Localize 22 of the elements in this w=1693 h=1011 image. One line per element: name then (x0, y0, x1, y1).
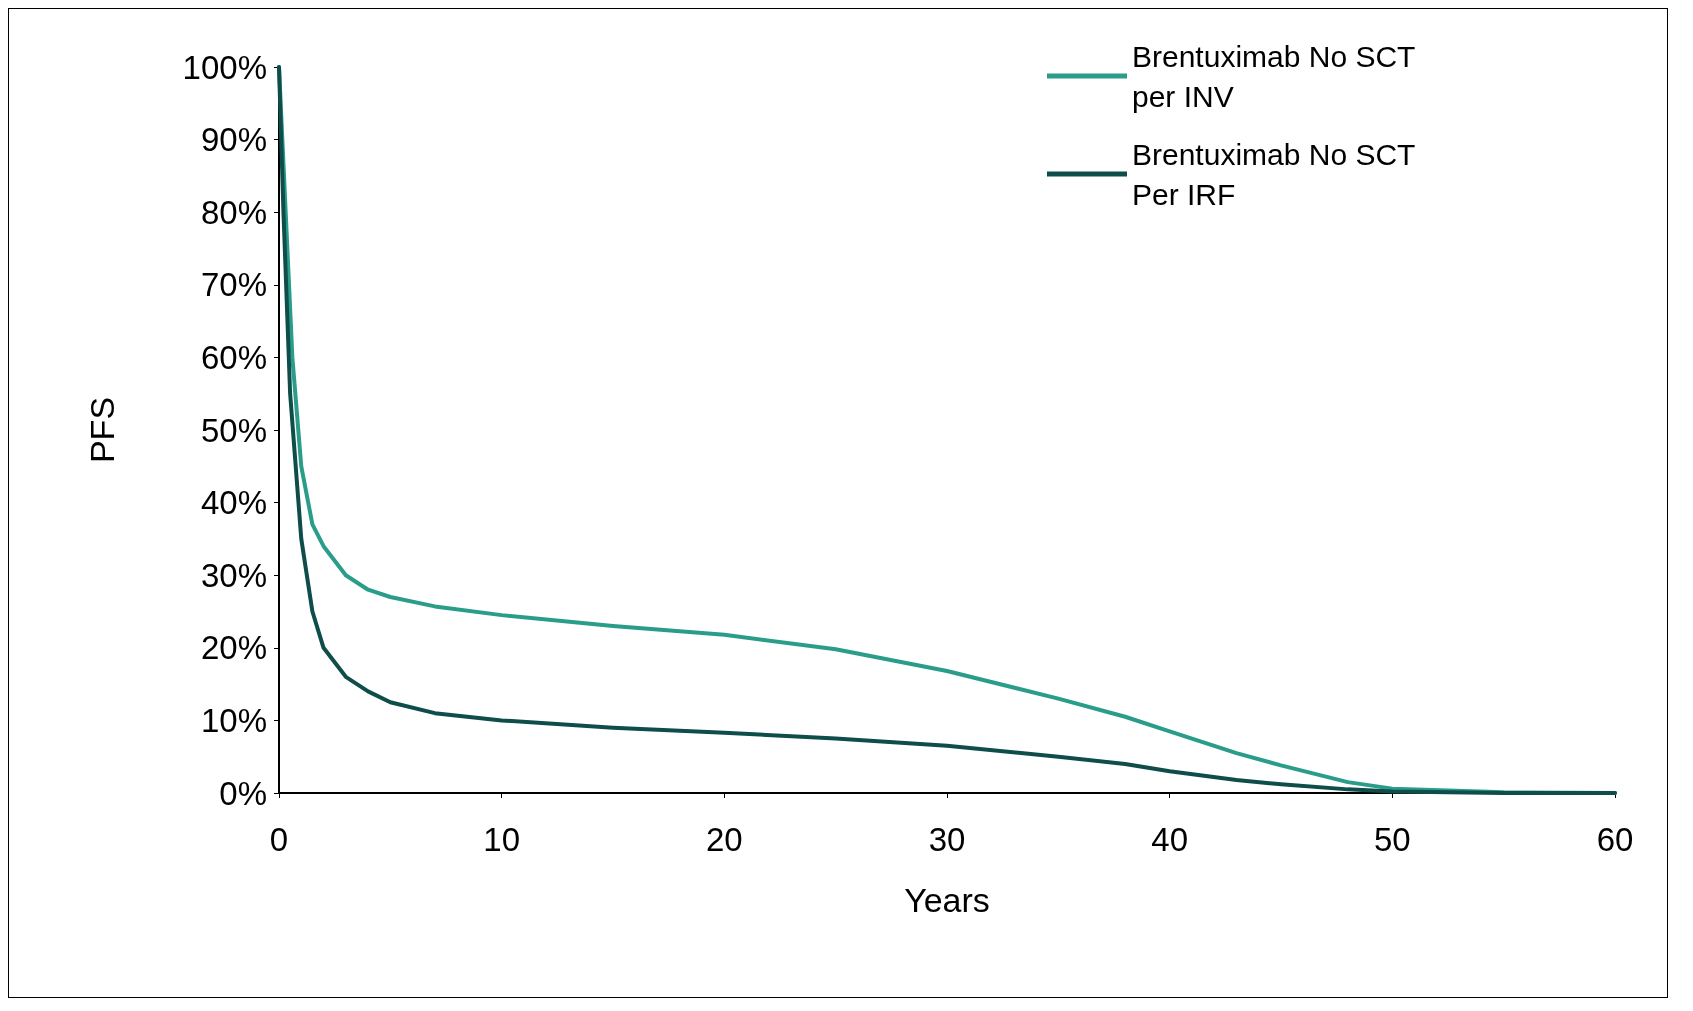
y-tick-label: 60% (200, 338, 267, 376)
y-tick-label: 80% (200, 193, 267, 231)
x-axis-title: Years (904, 881, 990, 919)
y-tick-label: 50% (200, 411, 267, 449)
y-tick-label: 10% (200, 701, 267, 739)
y-tick-label: 0% (219, 774, 267, 812)
x-tick-label: 60 (1596, 821, 1634, 858)
x-tick-label: 30 (928, 821, 966, 858)
y-tick-label: 100% (182, 48, 267, 86)
x-tick-label: 10 (483, 821, 521, 858)
x-tick-label: 50 (1373, 821, 1411, 858)
y-tick-label: 70% (200, 266, 267, 304)
legend-label: Brentuximab No SCT Per IRF (1132, 137, 1424, 211)
y-tick-label: 20% (200, 629, 267, 667)
y-tick-label: 40% (200, 484, 267, 522)
x-tick-label: 0 (269, 821, 289, 858)
x-tick-label: 40 (1151, 821, 1189, 858)
legend-label: Brentuximab No SCT per INV (1132, 39, 1424, 113)
x-tick-label: 20 (705, 821, 743, 858)
y-tick-label: 90% (200, 121, 267, 159)
y-tick-label: 30% (200, 556, 267, 594)
y-axis-title: PFS (83, 396, 121, 464)
